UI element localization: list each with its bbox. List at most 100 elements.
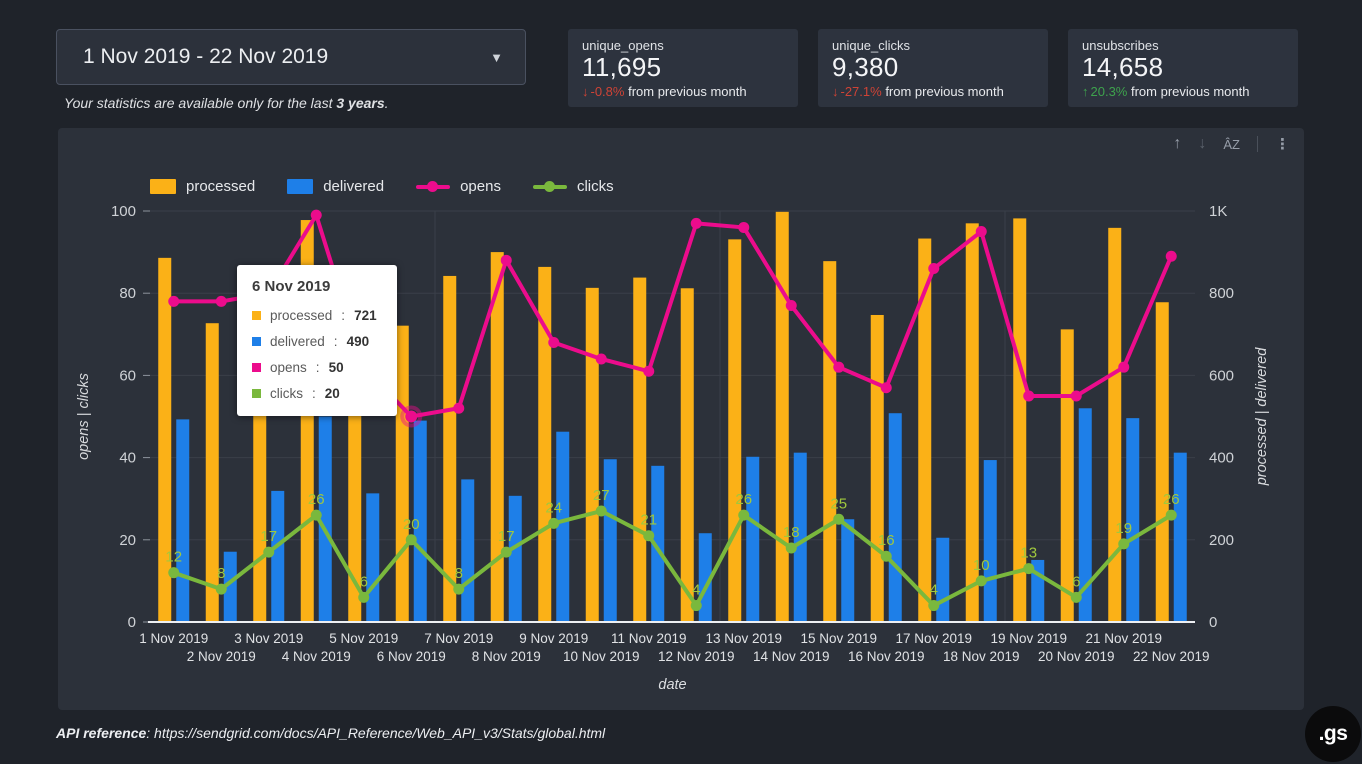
legend-item-opens[interactable]: opens xyxy=(416,178,501,195)
date-range-picker[interactable]: 1 Nov 2019 - 22 Nov 2019 ▼ xyxy=(56,29,526,85)
processed-bar[interactable] xyxy=(918,238,932,623)
clicks-point[interactable] xyxy=(643,530,655,542)
opens-point[interactable] xyxy=(310,209,322,221)
opens-point[interactable] xyxy=(833,361,845,373)
delivered-bar[interactable] xyxy=(461,479,475,622)
opens-point[interactable] xyxy=(738,221,750,233)
clicks-point[interactable] xyxy=(595,505,607,517)
opens-point[interactable] xyxy=(643,365,655,377)
sort-az-icon[interactable]: ÂZ xyxy=(1223,136,1240,152)
clicks-point[interactable] xyxy=(738,509,750,521)
clicks-point[interactable] xyxy=(928,600,940,612)
processed-bar[interactable] xyxy=(1013,218,1027,622)
clicks-point[interactable] xyxy=(453,583,465,595)
processed-bar[interactable] xyxy=(823,261,837,622)
opens-point[interactable] xyxy=(785,300,797,312)
x-axis-title: date xyxy=(658,677,686,693)
move-up-icon[interactable]: ↑ xyxy=(1173,135,1182,152)
clicks-point[interactable] xyxy=(880,550,892,562)
delivered-bar[interactable] xyxy=(1173,452,1187,622)
clicks-point[interactable] xyxy=(1118,538,1130,550)
delivered-bar[interactable] xyxy=(1078,408,1092,622)
delivered-bar[interactable] xyxy=(556,431,570,622)
opens-point[interactable] xyxy=(1118,361,1130,373)
delivered-bar[interactable] xyxy=(413,420,427,622)
processed-bar[interactable] xyxy=(538,266,552,622)
opens-point[interactable] xyxy=(595,353,607,365)
api-reference-note: API reference: https://sendgrid.com/docs… xyxy=(56,725,605,741)
opens-dot-icon xyxy=(427,181,439,192)
processed-bar[interactable] xyxy=(1155,302,1169,622)
opens-point[interactable] xyxy=(168,295,180,307)
opens-point[interactable] xyxy=(215,295,227,307)
clicks-point[interactable] xyxy=(310,509,322,521)
delivered-bar[interactable] xyxy=(983,460,997,622)
opens-highlight-point[interactable] xyxy=(405,410,418,423)
clicks-point[interactable] xyxy=(1023,563,1035,575)
processed-bar[interactable] xyxy=(1108,227,1122,622)
chart-tooltip: 6 Nov 2019 processed: 721 delivered: 490… xyxy=(237,265,397,416)
clicks-point[interactable] xyxy=(358,591,370,603)
processed-bar[interactable] xyxy=(775,211,789,622)
opens-point[interactable] xyxy=(1023,390,1035,402)
processed-bar[interactable] xyxy=(158,257,172,622)
clicks-point[interactable] xyxy=(785,542,797,554)
legend-item-clicks[interactable]: clicks xyxy=(532,178,614,195)
opens-point[interactable] xyxy=(500,254,512,266)
delivered-bar[interactable] xyxy=(936,537,950,622)
delivered-bar[interactable] xyxy=(841,519,855,622)
delivered-bar[interactable] xyxy=(888,413,902,622)
clicks-point[interactable] xyxy=(405,534,417,546)
clicks-point[interactable] xyxy=(500,546,512,558)
delivered-bar[interactable] xyxy=(651,465,665,622)
clicks-point[interactable] xyxy=(690,600,702,612)
move-down-icon[interactable]: ↓ xyxy=(1198,135,1207,152)
clicks-point[interactable] xyxy=(833,513,845,525)
delivered-bar[interactable] xyxy=(698,533,712,622)
svg-text:12 Nov 2019: 12 Nov 2019 xyxy=(658,649,735,664)
opens-point[interactable] xyxy=(1165,250,1177,262)
delivered-bar[interactable] xyxy=(603,459,617,622)
delivered-bar[interactable] xyxy=(318,416,332,623)
clicks-point[interactable] xyxy=(168,567,180,579)
processed-bar[interactable] xyxy=(490,252,504,622)
delivered-bar[interactable] xyxy=(176,419,190,622)
processed-bar[interactable] xyxy=(585,287,599,622)
processed-bar[interactable] xyxy=(443,275,457,622)
kebab-menu-icon[interactable]: ⋮ xyxy=(1275,135,1290,153)
processed-bar[interactable] xyxy=(1060,329,1074,622)
processed-bar[interactable] xyxy=(633,277,647,622)
delivered-bar[interactable] xyxy=(366,493,380,622)
delivered-swatch-icon xyxy=(252,337,261,346)
clicks-point[interactable] xyxy=(1165,509,1177,521)
svg-text:400: 400 xyxy=(1209,450,1234,467)
opens-point[interactable] xyxy=(453,402,465,414)
clicks-point[interactable] xyxy=(975,575,987,587)
opens-point[interactable] xyxy=(880,382,892,394)
opens-point[interactable] xyxy=(690,217,702,229)
processed-bar[interactable] xyxy=(205,323,219,622)
delivered-bar[interactable] xyxy=(223,551,237,622)
processed-bar[interactable] xyxy=(870,314,884,622)
svg-text:600: 600 xyxy=(1209,367,1234,384)
opens-point[interactable] xyxy=(548,337,560,349)
delivered-bar[interactable] xyxy=(1126,418,1140,622)
clicks-point[interactable] xyxy=(548,517,560,529)
delivered-bar[interactable] xyxy=(271,490,285,622)
processed-bar[interactable] xyxy=(728,239,742,622)
opens-point[interactable] xyxy=(975,226,987,238)
processed-bar[interactable] xyxy=(680,288,694,622)
delivered-bar[interactable] xyxy=(793,452,807,622)
processed-bar[interactable] xyxy=(965,223,979,622)
opens-point[interactable] xyxy=(928,263,940,275)
delivered-bar[interactable] xyxy=(508,495,522,622)
opens-point[interactable] xyxy=(1070,390,1082,402)
processed-bar[interactable] xyxy=(395,325,409,622)
clicks-line-marker-icon xyxy=(532,181,567,192)
legend-item-delivered[interactable]: delivered xyxy=(287,178,384,195)
clicks-point[interactable] xyxy=(263,546,275,558)
clicks-point[interactable] xyxy=(1070,591,1082,603)
legend-item-processed[interactable]: processed xyxy=(150,178,255,195)
delivered-bar[interactable] xyxy=(746,456,760,622)
clicks-point[interactable] xyxy=(215,583,227,595)
